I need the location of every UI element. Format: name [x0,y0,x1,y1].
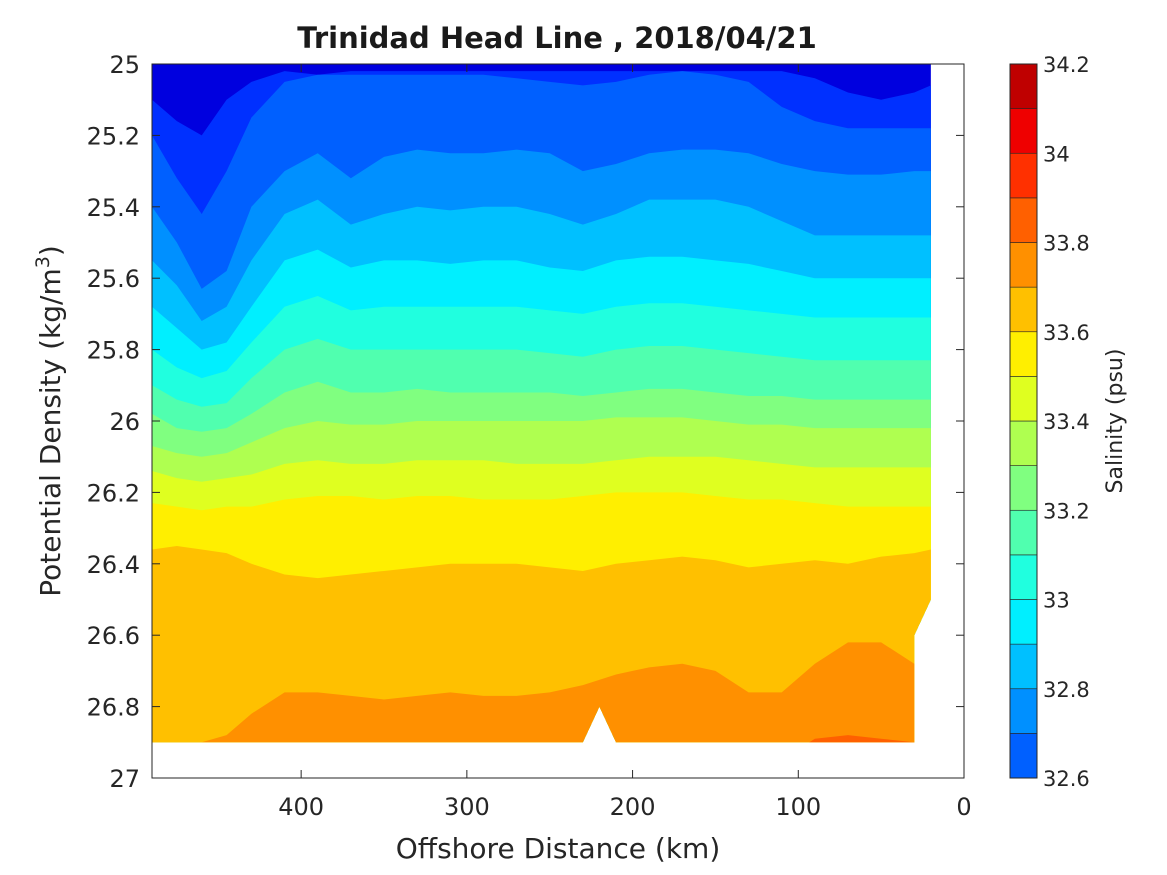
colorbar-ticks: 32.6 32.8 33 33.2 33.4 33.6 33.8 34 34.2 [1043,53,1090,791]
colorbar-frame [1009,63,1038,779]
colorbar-block [1009,599,1038,645]
x-axis-ticks: 400 300 200 100 0 [278,64,972,821]
x-tick-label: 100 [775,793,821,821]
plot-area: 400 300 200 100 0 25 25.2 25.4 25.6 25.8 26 26.2 26… [87,51,972,821]
colorbar-block [1009,465,1038,511]
chart-title: Trinidad Head Line , 2018/04/21 [297,21,817,55]
colorbar-block [1009,643,1038,690]
x-tick-label: 200 [610,793,656,821]
y-tick-label: 25.6 [87,265,140,293]
y-tick-label: 26.8 [87,694,140,722]
y-axis-label-tail: ) [34,245,67,256]
colorbar-block [1009,554,1038,600]
colorbar-block [1009,197,1038,243]
colorbar-tick-label: 33.8 [1043,232,1090,256]
colorbar-tick-label: 33.2 [1043,499,1090,523]
y-tick-label: 26.4 [87,551,140,579]
colorbar-block [1009,286,1038,333]
y-tick-label: 26 [109,408,140,436]
colorbar-block [1009,152,1038,199]
y-tick-label: 25.2 [87,122,140,150]
colorbar-block [1009,242,1038,288]
colorbar-block [1009,331,1038,377]
colorbar-label: Salinity (psu) [1103,349,1128,494]
colorbar-block [1009,688,1038,734]
x-tick-label: 400 [278,793,324,821]
colorbar-tick-label: 32.8 [1043,678,1090,702]
colorbar-blocks [1009,63,1038,779]
colorbar-block [1009,63,1038,109]
colorbar-tick-label: 33.6 [1043,321,1090,345]
y-tick-label: 25.4 [87,194,140,222]
y-tick-label: 25 [109,51,140,79]
colorbar-block [1009,509,1038,556]
y-tick-label: 26.6 [87,622,140,650]
x-axis-label: Offshore Distance (km) [396,832,721,865]
y-tick-label: 25.8 [87,337,140,365]
colorbar-block [1009,733,1038,779]
colorbar-tick-label: 34 [1043,142,1070,166]
colorbar: 32.6 32.8 33 33.2 33.4 33.6 33.8 34 34.2 Salinit… [1009,53,1128,791]
y-axis-label-main: Potential Density (kg/m [34,268,67,597]
x-tick-label: 300 [444,793,490,821]
colorbar-block [1009,420,1038,466]
colorbar-tick-label: 33.4 [1043,410,1090,434]
colorbar-tick-label: 33 [1043,589,1070,613]
contour-bands [152,64,931,743]
contour-band-34 [152,642,931,743]
y-axis-ticks: 25 25.2 25.4 25.6 25.8 26 26.2 26.4 26.6 26.8 27 [87,51,964,793]
x-tick-label: 0 [956,793,971,821]
y-tick-label: 26.2 [87,479,140,507]
y-axis-label-superscript: 3 [32,256,54,268]
colorbar-block [1009,376,1038,422]
colorbar-tick-label: 34.2 [1043,53,1090,77]
colorbar-block [1009,108,1038,154]
y-tick-label: 27 [109,765,140,793]
colorbar-tick-label: 32.6 [1043,767,1090,791]
y-axis-label: Potential Density (kg/m3) [32,245,67,597]
